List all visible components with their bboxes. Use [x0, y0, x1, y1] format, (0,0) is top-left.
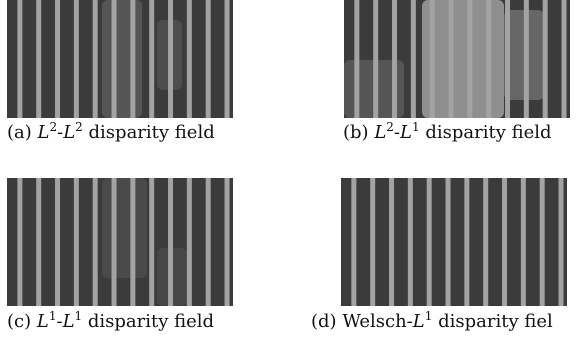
caption-method-b2: L	[400, 122, 412, 143]
stripe	[186, 0, 192, 118]
stripe	[505, 0, 511, 118]
caption-text-a: disparity field	[88, 122, 215, 143]
stripe	[149, 178, 155, 306]
stripe	[426, 178, 432, 306]
caption-sup-c2: 1	[74, 309, 83, 323]
stripe	[370, 178, 376, 306]
caption-text-c: disparity field	[87, 311, 215, 332]
stripe	[224, 178, 230, 306]
caption-label-b: (b)	[343, 122, 369, 143]
caption-method-a2: L	[63, 122, 76, 143]
caption-method-d1: Welsch	[342, 311, 407, 332]
stripe	[502, 178, 508, 306]
stripe	[17, 178, 23, 306]
caption-sep-a: -	[57, 122, 64, 143]
caption-label-d: (d)	[311, 311, 337, 332]
caption-method-d2: L	[412, 311, 425, 332]
stripe	[448, 0, 454, 118]
caption-sep-d: -	[406, 311, 413, 332]
stripe	[389, 178, 395, 306]
stripe	[483, 178, 489, 306]
caption-b: (b) L2-L1 disparity field	[343, 120, 552, 144]
stripe	[429, 0, 435, 118]
stripe	[73, 0, 79, 118]
stripe	[542, 0, 548, 118]
stripe	[486, 0, 492, 118]
stripe	[168, 0, 174, 118]
stripes-a	[7, 0, 233, 118]
stripe	[92, 0, 98, 118]
stripe	[539, 178, 545, 306]
stripes-c	[7, 178, 233, 306]
caption-sup-a1: 2	[49, 120, 58, 134]
stripes-b	[344, 0, 570, 118]
smear-region	[102, 178, 147, 278]
stripe	[92, 178, 98, 306]
stripe	[111, 0, 117, 118]
smear-region	[422, 0, 504, 118]
stripe	[523, 0, 529, 118]
stripe	[36, 0, 42, 118]
caption-sup-b1: 2	[386, 120, 394, 134]
stripe	[130, 178, 136, 306]
caption-method-c1: L	[36, 311, 49, 332]
caption-label-c: (c)	[7, 311, 32, 332]
stripe	[130, 0, 136, 118]
stripe	[407, 178, 413, 306]
stripe	[168, 178, 174, 306]
stripe	[558, 178, 564, 306]
stripe	[73, 178, 79, 306]
disparity-image-a	[7, 0, 233, 118]
stripe	[464, 178, 470, 306]
caption-sep-b: -	[393, 122, 400, 143]
stripe	[520, 178, 526, 306]
caption-method-b1: L	[374, 122, 387, 143]
caption-sup-b2: 1	[411, 120, 420, 134]
caption-sep-c: -	[56, 311, 63, 332]
stripe	[55, 0, 61, 118]
caption-a: (a) L2-L2 disparity field	[7, 120, 215, 144]
stripe	[410, 0, 416, 118]
stripe	[186, 178, 192, 306]
stripe	[445, 178, 451, 306]
stripe	[205, 0, 211, 118]
stripe	[149, 0, 155, 118]
smear-region	[102, 0, 142, 118]
caption-sup-c1: 1	[48, 309, 57, 323]
stripe	[224, 0, 230, 118]
caption-sup-a2: 2	[75, 120, 83, 134]
caption-sup-d2: 1	[424, 309, 433, 323]
caption-d: (d) Welsch-L1 disparity fiel	[311, 309, 553, 333]
image-background	[341, 178, 567, 306]
disparity-image-c	[7, 178, 233, 306]
disparity-image-b	[344, 0, 570, 118]
stripe	[111, 178, 117, 306]
stripe	[17, 0, 23, 118]
disparity-image-d	[341, 178, 567, 306]
stripe	[354, 0, 360, 118]
stripe	[55, 178, 61, 306]
caption-c: (c) L1-L1 disparity field	[7, 309, 215, 333]
caption-label-a: (a)	[7, 122, 32, 143]
stripes-d	[341, 178, 567, 306]
stripe	[373, 0, 379, 118]
caption-method-c2: L	[62, 311, 75, 332]
caption-text-b: disparity field	[425, 122, 552, 143]
stripe	[351, 178, 357, 306]
stripe	[561, 0, 567, 118]
stripe	[392, 0, 398, 118]
caption-method-a1: L	[37, 122, 50, 143]
stripe	[36, 178, 42, 306]
stripe	[467, 0, 473, 118]
caption-text-d: disparity fiel	[438, 311, 553, 332]
stripe	[205, 178, 211, 306]
